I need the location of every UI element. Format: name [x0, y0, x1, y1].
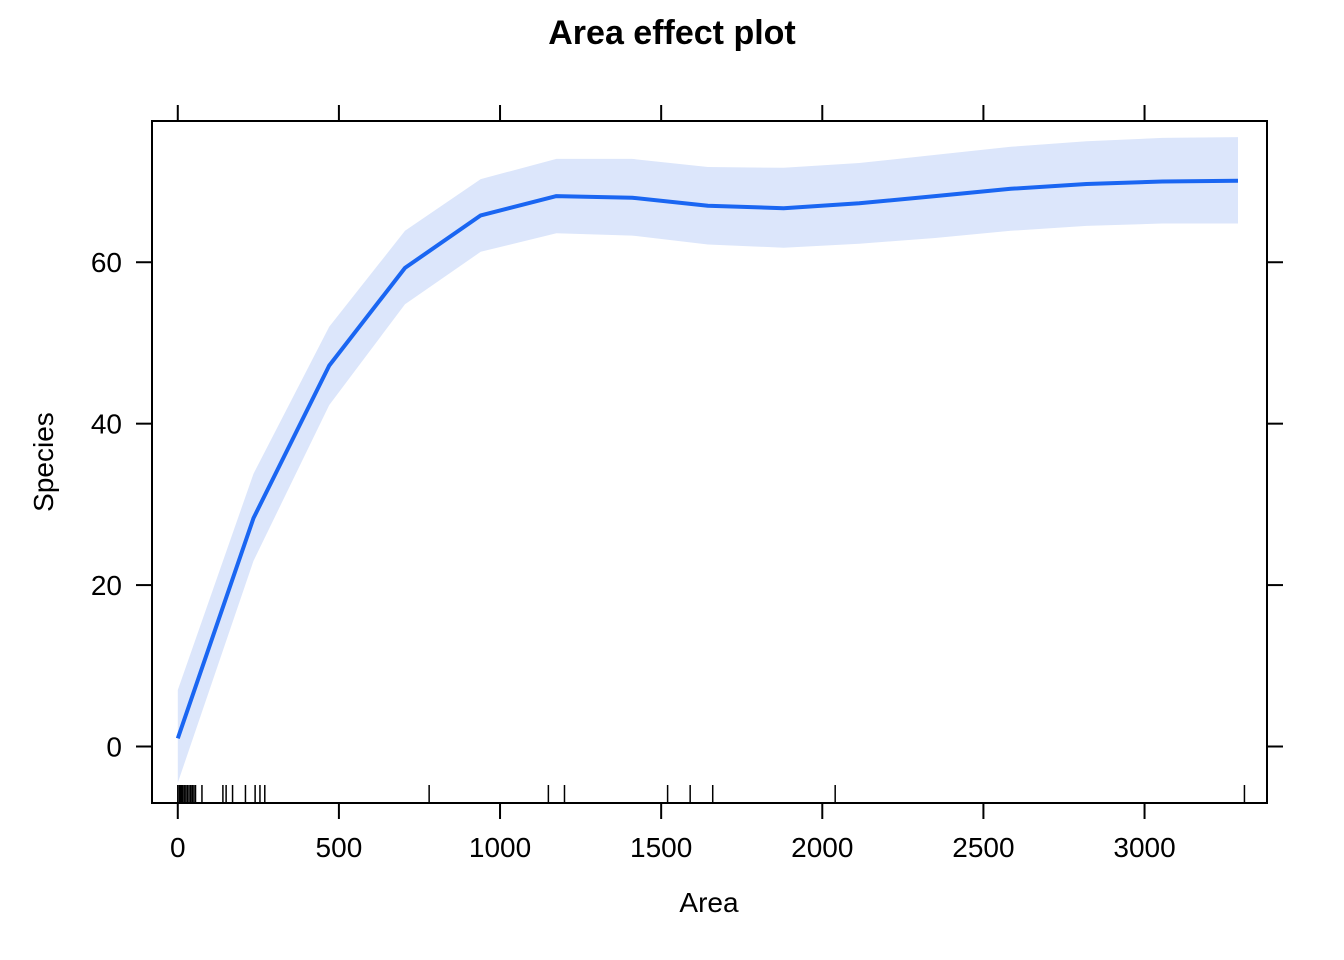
axes: 0 500 1000 1500 2000 2500 3000 0 20 40 60	[91, 105, 1283, 863]
effect-line	[175, 178, 1239, 740]
chart-title: Area effect plot	[548, 14, 796, 52]
y-tick-label: 20	[91, 570, 122, 601]
plot-area	[175, 137, 1246, 803]
plot-frame	[151, 120, 1268, 804]
x-tick-label: 1500	[630, 832, 692, 863]
x-tick-label: 500	[316, 832, 363, 863]
y-tick-label: 0	[106, 732, 122, 763]
y-tick-label: 60	[91, 247, 122, 278]
y-tick-label: 40	[91, 409, 122, 440]
x-axis-label: Area	[679, 887, 739, 918]
x-tick-label: 2000	[791, 832, 853, 863]
x-tick-label: 3000	[1113, 832, 1175, 863]
y-axis-label: Species	[28, 412, 59, 512]
x-tick-label: 1000	[469, 832, 531, 863]
confidence-band	[177, 137, 1238, 783]
x-tick-label: 2500	[952, 832, 1014, 863]
x-tick-label: 0	[170, 832, 186, 863]
